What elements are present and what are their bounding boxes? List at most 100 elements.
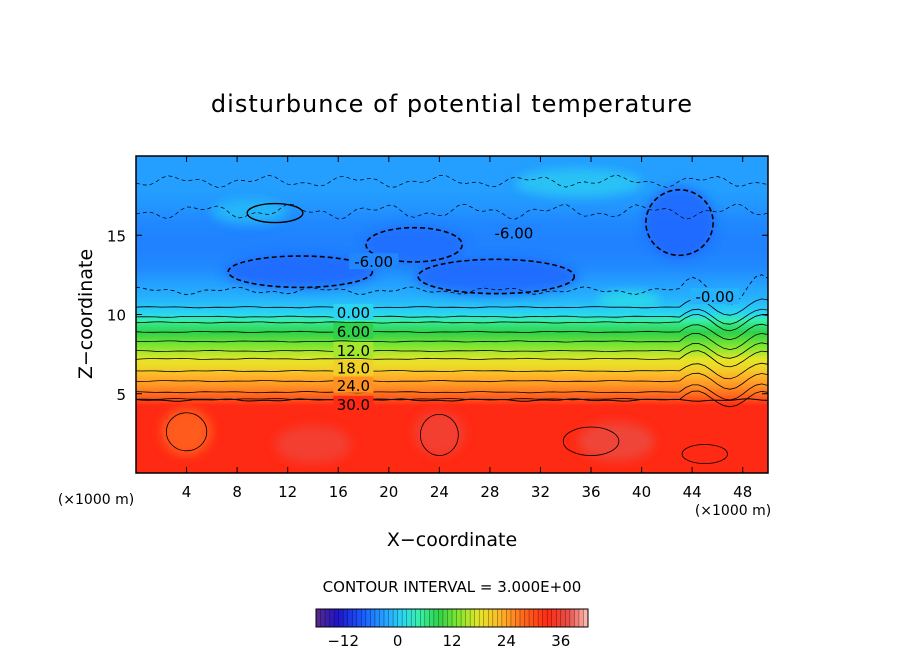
contour-label-bg (333, 322, 374, 339)
contour-line-negative (136, 274, 768, 306)
band-cell (136, 328, 768, 331)
band-cell (136, 405, 768, 409)
band-cell (136, 207, 768, 211)
band-cell (136, 356, 768, 359)
colorbar-cell (343, 609, 349, 627)
band-cell (136, 397, 768, 401)
band-cell (136, 156, 768, 159)
colorbar-tick-label: 36 (551, 632, 570, 650)
band-cell (136, 338, 768, 341)
colorbar-tick-label: −12 (327, 632, 359, 650)
band-cell (136, 181, 768, 185)
contour-line (136, 362, 768, 380)
band-cell (136, 195, 768, 199)
band-cell (136, 217, 768, 220)
contour-line (136, 398, 768, 402)
contour-label: 24.0 (337, 377, 370, 395)
anomaly-patch (275, 425, 351, 464)
band-cell (136, 469, 768, 472)
x-axis: 4 8 12 16 20 24 28 32 36 40 44 48 (182, 156, 752, 501)
contour-line (136, 342, 768, 359)
x-tick-label: 40 (632, 483, 651, 501)
band-cell (136, 383, 768, 387)
colorbar-frame (315, 608, 589, 628)
band-cell (136, 227, 768, 230)
band-cell (136, 193, 768, 197)
band-cell (136, 322, 768, 326)
colorbar-cell (506, 609, 512, 627)
band-cell (136, 177, 768, 181)
band-cell (136, 257, 768, 260)
band-cell (136, 229, 768, 232)
x-tick-label: 36 (581, 483, 600, 501)
colorbar-cell (388, 609, 394, 627)
x-unit-right: (×1000 m) (695, 503, 771, 519)
band-cell (136, 221, 768, 224)
colorbar-cell (347, 609, 353, 627)
contour-closed-negative (227, 255, 374, 289)
contour-line-negative (136, 174, 768, 188)
colorbar-cell (374, 609, 380, 627)
band-cell (136, 385, 768, 389)
band-cell (136, 377, 768, 381)
x-tick-label: 32 (531, 483, 550, 501)
band-cell (136, 391, 768, 395)
colorbar-cell (470, 609, 476, 627)
band-cell (136, 411, 768, 415)
x-tick-label: 48 (733, 483, 752, 501)
colorbar-cell (578, 609, 584, 627)
band-cell (136, 294, 768, 298)
colorbar-cell (370, 609, 376, 627)
y-tick-label: 5 (116, 386, 126, 404)
band-cell (136, 334, 768, 337)
contour-label-bg (333, 341, 374, 358)
band-cell (136, 213, 768, 217)
colorbar-cell (438, 609, 444, 627)
band-cell (136, 407, 768, 411)
colorbar-cell (533, 609, 539, 627)
contour-interval-label: CONTOUR INTERVAL = 3.000E+00 (323, 578, 582, 596)
colorbar-cell (352, 609, 358, 627)
colorbar-cell (538, 609, 544, 627)
colorbar-cell (565, 609, 571, 627)
contour-label-bg (333, 376, 374, 393)
colorbar-cell (529, 609, 534, 627)
contour-line-negative (136, 203, 768, 220)
anomaly-patch (597, 290, 661, 310)
contour-label-bg (333, 395, 374, 412)
colorbar-cell (415, 609, 421, 627)
x-tick-label: 4 (182, 483, 192, 501)
anomaly-patch (161, 408, 212, 456)
band-cell (136, 197, 768, 201)
contour-label: -6.00 (495, 225, 534, 243)
x-tick-label: 20 (379, 483, 398, 501)
y-axis: 5 10 15 (107, 227, 768, 404)
y-axis-label: Z−coordinate (75, 249, 97, 379)
contour-closed (562, 426, 620, 456)
contour-label: 12.0 (337, 342, 370, 360)
colorbar-cell (442, 609, 448, 627)
x-axis-label: X−coordinate (387, 529, 517, 551)
colorbar-cell (424, 609, 430, 627)
contour-line (136, 314, 768, 332)
band-cell (136, 373, 768, 377)
contour-closed-negative (365, 226, 463, 263)
band-cell (136, 157, 768, 161)
x-unit-left: (×1000 m) (58, 492, 134, 508)
x-tick-label: 24 (430, 483, 449, 501)
band-cell (136, 316, 768, 320)
colorbar-cell (361, 609, 367, 627)
band-cell (136, 387, 768, 391)
band-cell (136, 393, 768, 397)
band-cell (136, 169, 768, 173)
band-cell (136, 332, 768, 335)
anomaly-patch (644, 186, 715, 260)
band-cell (136, 375, 768, 379)
colorbar-cell (524, 609, 530, 627)
band-cell (136, 215, 768, 219)
band-cell (136, 304, 768, 308)
band-cell (136, 395, 768, 399)
contour-closed-negative (645, 188, 714, 257)
colorbar-tick-label: 24 (497, 632, 516, 650)
colorbar-tick-label: 12 (442, 632, 461, 650)
